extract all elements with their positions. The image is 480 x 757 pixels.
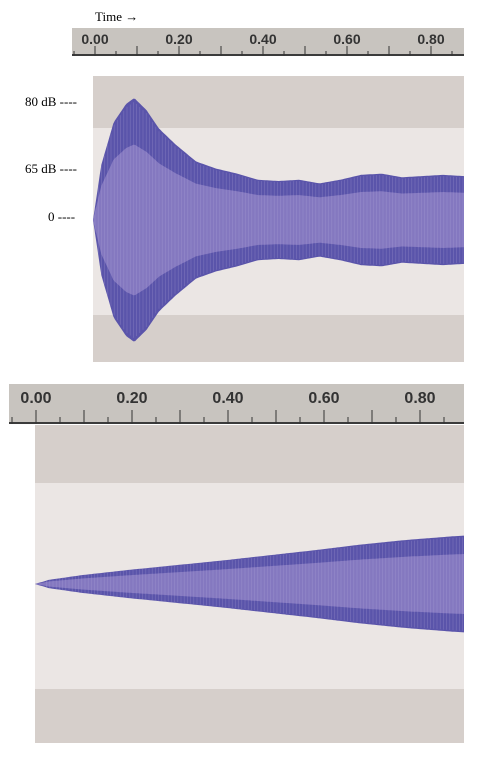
tick-label: 0.60 <box>333 31 361 47</box>
tick-label: 0.40 <box>249 31 277 47</box>
waveform-striations <box>94 102 464 338</box>
waveform-striations <box>46 537 463 631</box>
tick-label: 0.60 <box>308 390 340 407</box>
waveform-envelope-inner <box>93 144 464 296</box>
timeline-ruler-top[interactable]: 0.00 0.20 0.40 0.60 0.80 <box>72 28 464 56</box>
db-label-0: 0 ---- <box>48 209 76 224</box>
time-axis-label: Time → <box>95 9 139 24</box>
tick-label: 0.20 <box>116 390 148 407</box>
tick-label: 0.80 <box>417 31 445 47</box>
tick-label: 0.80 <box>404 390 436 407</box>
timeline-ruler-bottom[interactable]: 0.00 0.20 0.40 0.60 0.80 <box>9 384 464 424</box>
waveform-track-bottom[interactable] <box>35 425 464 743</box>
tick-label: 0.40 <box>212 390 244 407</box>
ruler-ticks <box>11 410 445 424</box>
tick-label: 0.00 <box>20 390 52 407</box>
tick-label: 0.00 <box>81 31 109 47</box>
waveform-top <box>93 98 464 342</box>
tick-label: 0.20 <box>165 31 193 47</box>
db-label-65: 65 dB ---- <box>25 161 77 176</box>
waveform-track-top[interactable] <box>93 76 464 362</box>
waveform-envelope-inner <box>35 554 464 614</box>
waveform-bottom <box>35 535 464 633</box>
ruler-ticks <box>73 46 453 56</box>
db-label-80: 80 dB ---- <box>25 94 77 109</box>
